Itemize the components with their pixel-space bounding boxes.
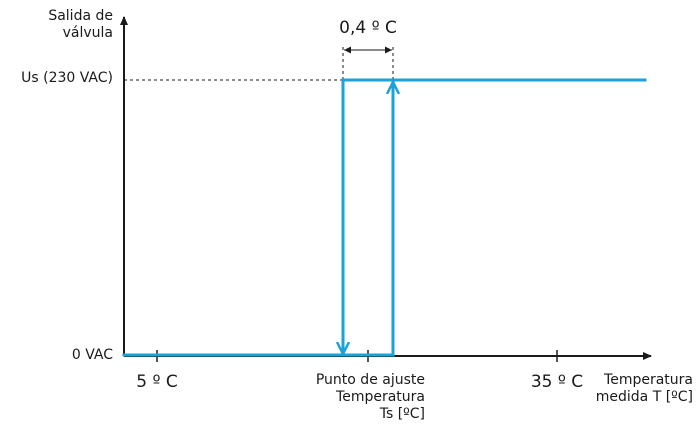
- y-axis-title-line1: Salida de: [48, 8, 113, 24]
- setpoint-label-line3: Ts [ºC]: [379, 406, 425, 422]
- x-axis-title: Temperatura medida T [ºC]: [596, 372, 693, 406]
- x-axis-title-line1: Temperatura: [604, 372, 693, 388]
- setpoint-label-line2: Temperatura: [336, 389, 425, 405]
- y-axis-title: Salida de válvula: [48, 8, 113, 42]
- x-tick-label-35c: 35 º C: [530, 372, 584, 392]
- x-tick-label-5c: 5 º C: [136, 372, 178, 392]
- valve-output-signal: [122, 78, 647, 357]
- y-axis-title-line2: válvula: [62, 25, 113, 41]
- setpoint-label-line1: Punto de ajuste: [315, 372, 425, 388]
- y-tick-label-high: Us (230 VAC): [21, 70, 113, 86]
- y-tick-label-low: 0 VAC: [71, 347, 113, 363]
- hysteresis-label: 0,4 º C: [339, 18, 397, 38]
- x-axis-title-line2: medida T [ºC]: [595, 389, 693, 405]
- setpoint-label: Punto de ajuste Temperatura Ts [ºC]: [316, 372, 425, 423]
